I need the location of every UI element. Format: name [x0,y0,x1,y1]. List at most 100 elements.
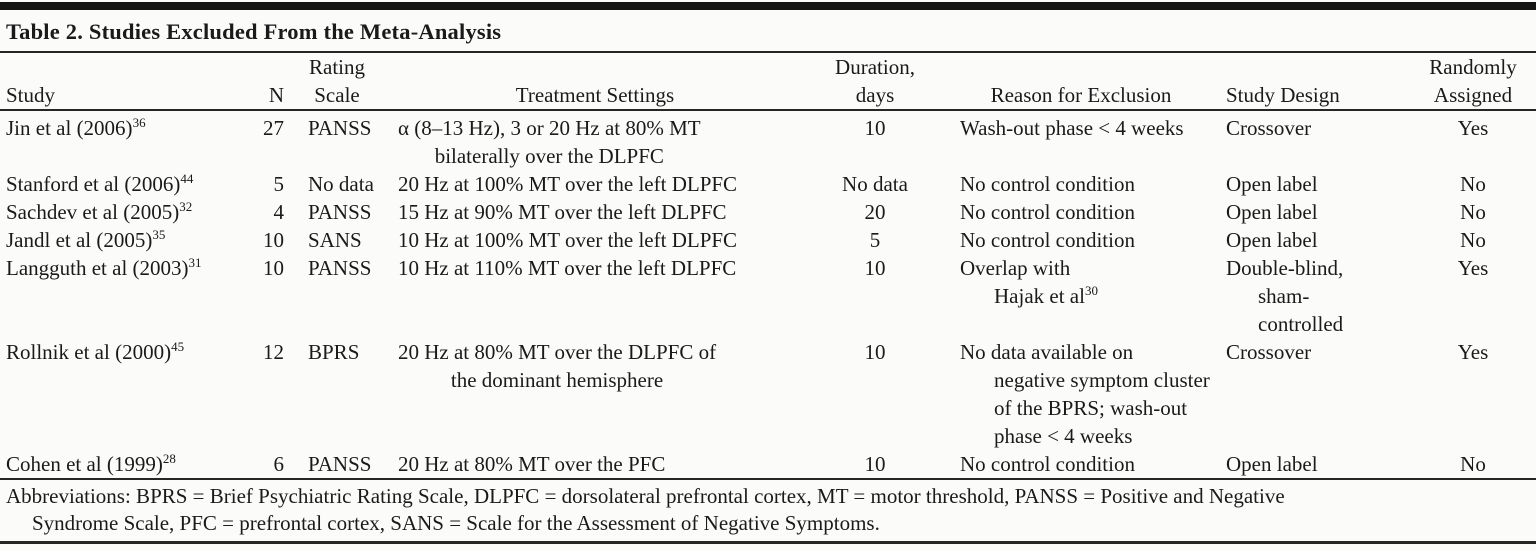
treatment-text-block: 20 Hz at 80% MT over the PFC [398,450,665,478]
cell-n: 10 [263,228,284,252]
cell-line: No data available on [960,340,1134,364]
cell-reason-for-exclusion: No control condition [950,170,1212,198]
reference-superscript: 44 [180,171,194,186]
cell-reason-for-exclusion: No data available on negative symptom clu… [950,338,1212,450]
cell-duration: 10 [864,452,886,476]
cell-n: 10 [263,256,284,280]
column-header-line: Randomly [1429,55,1517,79]
cell-line: No control condition [960,228,1135,252]
column-header-line: Assigned [1433,83,1513,107]
table-row: Jin et al (2006)36 27 PANSS α (8–13 Hz), 3 … [0,110,1536,170]
cell-study: Langguth et al (2003)31 [0,254,250,338]
cell-duration: 10 [864,116,886,140]
cell-reason-for-exclusion: No control condition [950,226,1212,254]
cell-study-design: Open label [1212,450,1400,479]
column-header-design: Study Design [1212,53,1400,110]
column-header-line: Duration, [835,55,915,79]
cell-study: Cohen et al (1999)28 [0,450,250,479]
cell-randomly-assigned: No [1460,228,1486,252]
cell-treatment-settings: 20 Hz at 100% MT over the left DLPFC [390,170,800,198]
cell-line: Langguth et al (2003)31 [6,255,202,280]
column-header-study: Study [0,53,250,110]
reference-superscript: 36 [132,115,146,130]
cell-line: 10 Hz at 110% MT over the left DLPFC [398,256,737,280]
cell-line: Open label [1226,172,1318,196]
cell-line: Jandl et al (2005)35 [6,227,166,252]
cell-rating-scale: PANSS [308,256,372,280]
cell-duration: No data [842,172,908,196]
treatment-text-block: 20 Hz at 80% MT over the DLPFC of the dom… [398,338,716,394]
reference-superscript: 35 [152,227,166,242]
column-header-line: Reason for Exclusion [990,83,1172,107]
cell-study-design: Open label [1212,170,1400,198]
cell-n: 4 [273,200,285,224]
table-row: Sachdev et al (2005)32 4 PANSS 15 Hz at 90%… [0,198,1536,226]
cell-randomly-assigned: No [1460,172,1486,196]
column-header-line: Study Design [1226,83,1340,107]
cell-rating-scale: BPRS [308,340,360,364]
cell-study: Jin et al (2006)36 [0,110,250,170]
treatment-text-block: α (8–13 Hz), 3 or 20 Hz at 80% MT bilater… [398,114,701,170]
cell-line: 20 Hz at 80% MT over the DLPFC of [398,340,717,364]
cell-treatment-settings: 10 Hz at 110% MT over the left DLPFC [390,254,800,338]
treatment-text-block: 20 Hz at 100% MT over the left DLPFC [398,170,737,198]
cell-rating-scale: SANS [308,228,362,252]
cell-study: Jandl et al (2005)35 [0,226,250,254]
column-header-line: N [268,83,284,107]
cell-duration: 10 [864,256,886,280]
cell-study-design: Crossover [1212,338,1400,450]
table-title: Table 2. Studies Excluded From the Meta-… [0,10,1536,53]
cell-treatment-settings: α (8–13 Hz), 3 or 20 Hz at 80% MT bilater… [390,110,800,170]
cell-line: the dominant hemisphere [450,368,664,392]
column-header-line: Study [6,83,56,107]
cell-reason-for-exclusion: No control condition [950,450,1212,479]
cell-line: Crossover [1226,116,1312,140]
cell-study: Stanford et al (2006)44 [0,170,250,198]
treatment-text-block: 15 Hz at 90% MT over the left DLPFC [398,198,727,226]
treatment-text-block: 10 Hz at 100% MT over the left DLPFC [398,226,737,254]
cell-rating-scale: PANSS [308,116,372,140]
cell-line: Open label [1226,200,1318,224]
column-header-n: N [250,53,284,110]
cell-randomly-assigned: Yes [1457,256,1489,280]
excluded-studies-table: Study N Rating Scale Treatment Settings Durat… [0,53,1536,480]
top-rule-bar [0,2,1536,10]
cell-duration: 20 [864,200,886,224]
cell-rating-scale: PANSS [308,200,372,224]
cell-randomly-assigned: Yes [1457,116,1489,140]
table-row: Langguth et al (2003)31 10 PANSS 10 Hz at 1… [0,254,1536,338]
cell-treatment-settings: 15 Hz at 90% MT over the left DLPFC [390,198,800,226]
table-footnote: Abbreviations: BPRS = Brief Psychiatric … [0,480,1536,544]
cell-randomly-assigned: No [1460,200,1486,224]
reference-superscript: 28 [162,451,176,466]
cell-line: negative symptom cluster [994,368,1210,392]
cell-line: 15 Hz at 90% MT over the left DLPFC [398,200,727,224]
cell-reason-for-exclusion: No control condition [950,198,1212,226]
footnote-line: Syndrome Scale, PFC = prefrontal cortex,… [32,511,880,535]
column-header-duration: Duration, days [800,53,950,110]
cell-line: of the BPRS; wash-out [994,396,1188,420]
reference-superscript: 30 [1084,283,1098,298]
cell-line: Hajak et al30 [994,283,1098,308]
column-header-scale: Rating Scale [284,53,390,110]
table-row: Cohen et al (1999)28 6 PANSS 20 Hz at 80% M… [0,450,1536,479]
cell-treatment-settings: 20 Hz at 80% MT over the DLPFC of the dom… [390,338,800,450]
cell-line: Sachdev et al (2005)32 [6,199,193,224]
cell-reason-for-exclusion: Wash-out phase < 4 weeks [950,110,1212,170]
cell-line: No control condition [960,172,1135,196]
cell-randomly-assigned: No [1460,452,1486,476]
cell-line: phase < 4 weeks [994,424,1133,448]
reference-superscript: 32 [179,199,193,214]
cell-study-design: Double-blind, sham-controlled [1212,254,1400,338]
cell-line: Cohen et al (1999)28 [6,451,176,476]
footnote-line: Abbreviations: BPRS = Brief Psychiatric … [6,484,1285,508]
cell-line: Jin et al (2006)36 [6,115,146,140]
cell-line: 10 Hz at 100% MT over the left DLPFC [398,228,738,252]
cell-duration: 5 [869,228,881,252]
cell-study-design: Open label [1212,226,1400,254]
cell-n: 6 [273,452,285,476]
cell-treatment-settings: 20 Hz at 80% MT over the PFC [390,450,800,479]
cell-line: Stanford et al (2006)44 [6,171,194,196]
cell-line: No control condition [960,452,1135,476]
